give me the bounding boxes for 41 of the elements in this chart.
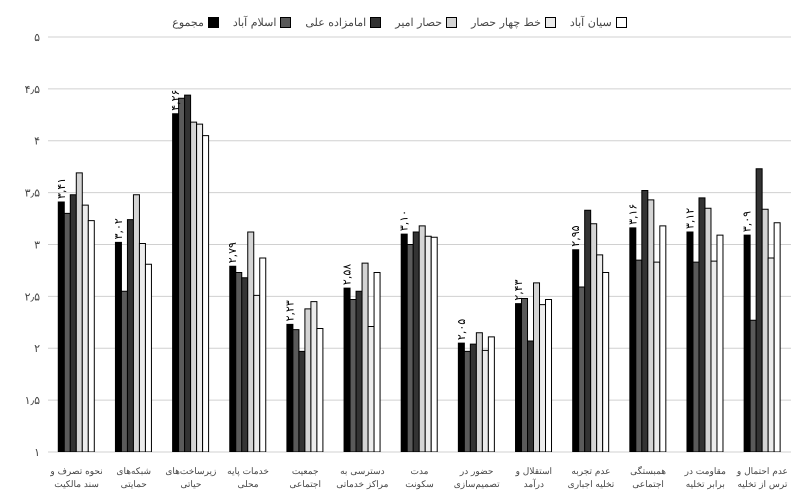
- x-tick-label: عدم تجربه تخلیه اجباری: [568, 467, 615, 490]
- x-tick-label: خدمات پایه محلی: [227, 467, 269, 490]
- x-tick-label: نحوه تصرف و سند مالکیت: [49, 467, 103, 490]
- y-tick-label: ۱: [34, 446, 40, 459]
- y-tick-label: ۳٫۵: [24, 186, 40, 200]
- x-tick-label: جمعیت اجتماعی: [289, 467, 321, 490]
- data-label: ۲,۵۸: [340, 264, 354, 286]
- data-label: ۳,۱۰: [398, 210, 411, 232]
- data-label: ۳,۰۲: [112, 218, 125, 240]
- data-label: ۲,۴۳: [512, 279, 526, 301]
- y-tick-label: ۵: [34, 30, 40, 44]
- y-tick-label: ۲٫۵: [24, 290, 40, 304]
- y-tick-label: ۲: [34, 342, 40, 356]
- x-tick-label: شبکه‌های حمایتی: [116, 467, 152, 490]
- x-tick-label: دسترسی به مراکز خدماتی: [336, 467, 389, 490]
- x-tick-label: حضور در تصمیم‌سازی: [454, 467, 500, 490]
- data-label: ۲,۰۵: [454, 318, 468, 340]
- legend-label: امامزاده علی: [305, 16, 366, 29]
- y-tick-label: ۴: [34, 134, 40, 148]
- x-tick-label: مدت سکونت: [405, 467, 434, 490]
- y-tick-label: ۱٫۵: [24, 394, 40, 408]
- data-label: ۴,۲۶: [169, 90, 182, 111]
- x-tick-label: مقاومت در برابر تخلیه: [684, 467, 726, 490]
- legend-label: خط چهار حصار: [471, 16, 541, 29]
- x-tick-label: همبستگی اجتماعی: [630, 465, 666, 490]
- data-label: ۲,۲۳: [283, 300, 296, 322]
- legend-label: مجموع: [172, 16, 204, 29]
- data-label: ۳,۴۱: [54, 178, 68, 199]
- y-tick-label: ۳: [34, 238, 40, 252]
- legend-label: اسلام آباد: [232, 16, 276, 29]
- data-label: ۳,۰۹: [740, 210, 754, 232]
- data-label: ۲,۹۵: [569, 225, 582, 247]
- legend-label: سیان آباد: [570, 16, 612, 29]
- y-tick-label: ۴٫۵: [24, 82, 40, 96]
- data-label: ۳,۱۶: [626, 204, 640, 225]
- data-label: ۲,۷۹: [226, 242, 240, 264]
- legend-label: حصار امیر: [395, 16, 442, 29]
- x-tick-label: عدم احتمال و ترس از تخلیه: [736, 467, 788, 490]
- data-label: ۳,۱۲: [683, 208, 696, 230]
- x-tick-label: زیرساخت‌های حیاتی: [165, 467, 216, 490]
- x-tick-label: استقلال و درآمد: [514, 467, 552, 490]
